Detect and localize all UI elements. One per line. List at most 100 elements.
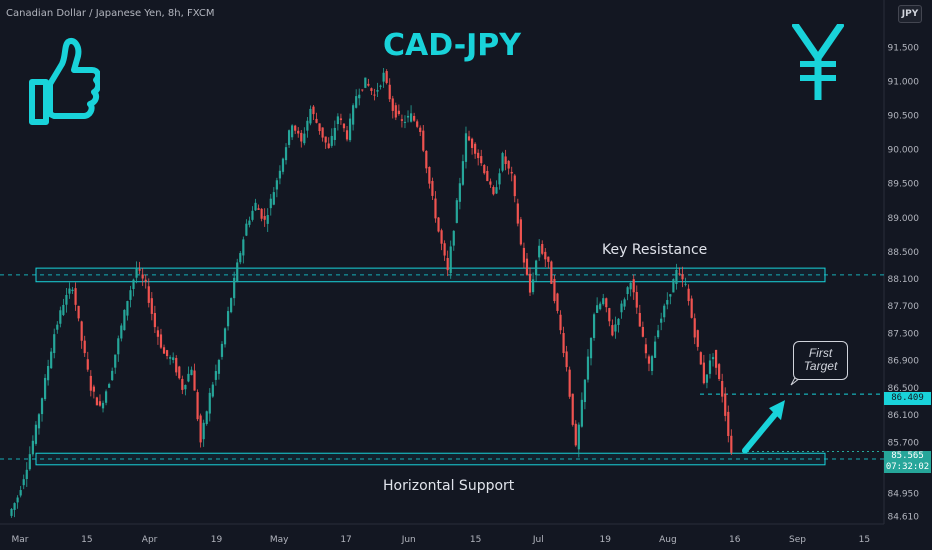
candle-body bbox=[287, 130, 291, 145]
candle-body bbox=[172, 357, 175, 360]
candle-body bbox=[74, 288, 77, 305]
candle-body bbox=[190, 369, 193, 376]
candle-body bbox=[724, 393, 727, 416]
candle-body bbox=[400, 119, 404, 121]
candle-body bbox=[370, 88, 373, 91]
symbol-description[interactable]: Canadian Dollar / Japanese Yen, 8h, FXCM bbox=[6, 8, 215, 19]
candle-body bbox=[431, 180, 434, 196]
candle-body bbox=[565, 351, 568, 368]
candle-body bbox=[306, 120, 309, 131]
candle-body bbox=[248, 220, 251, 225]
candle-body bbox=[141, 274, 144, 279]
time-axis-label: 15 bbox=[81, 535, 92, 545]
time-axis-label: 17 bbox=[340, 535, 351, 545]
candle-body bbox=[602, 298, 605, 305]
candle-body bbox=[397, 110, 400, 115]
candle-body bbox=[31, 440, 34, 455]
candle-body bbox=[147, 286, 150, 303]
candle-body bbox=[272, 192, 275, 205]
first-target-callout[interactable]: First Target bbox=[793, 341, 848, 380]
candle-body bbox=[321, 127, 324, 138]
candle-body bbox=[294, 125, 297, 131]
candle-body bbox=[71, 289, 74, 292]
candle-body bbox=[37, 414, 41, 429]
currency-badge[interactable]: JPY bbox=[898, 5, 922, 23]
time-axis-label: Jul bbox=[532, 535, 544, 545]
yen-icon bbox=[792, 24, 844, 100]
candle-body bbox=[108, 384, 111, 388]
candle-body bbox=[614, 324, 617, 332]
horizontal-support-label: Horizontal Support bbox=[383, 478, 515, 494]
candle-body bbox=[373, 94, 376, 96]
candle-body bbox=[678, 273, 681, 275]
candle-body bbox=[480, 156, 483, 164]
time-axis-label: 15 bbox=[470, 535, 481, 545]
candle-body bbox=[711, 357, 715, 360]
candle-body bbox=[681, 274, 684, 280]
candle-body bbox=[641, 326, 644, 337]
chart-title: CAD-JPY bbox=[383, 28, 522, 63]
candle-body bbox=[269, 198, 272, 209]
candle-body bbox=[626, 287, 629, 295]
candle-body bbox=[498, 173, 501, 185]
candle-body bbox=[120, 325, 123, 339]
candle-body bbox=[83, 340, 86, 354]
candle-body bbox=[727, 411, 730, 437]
candle-body bbox=[592, 314, 596, 338]
candle-body bbox=[376, 90, 379, 92]
candle-body bbox=[339, 118, 343, 121]
candle-body bbox=[608, 308, 611, 322]
price-axis-label: 85.700 bbox=[888, 438, 920, 448]
price-axis-label: 87.700 bbox=[888, 302, 920, 312]
candle-body bbox=[239, 253, 242, 263]
candle-body bbox=[693, 318, 696, 338]
candle-body bbox=[230, 298, 233, 313]
candle-body bbox=[104, 391, 108, 403]
price-axis-label: 84.950 bbox=[888, 489, 920, 499]
candle-body bbox=[312, 106, 315, 115]
key-resistance-label: Key Resistance bbox=[602, 242, 708, 258]
candle-body bbox=[428, 166, 431, 184]
candle-body bbox=[111, 370, 114, 381]
candle-body bbox=[385, 71, 388, 83]
candle-body bbox=[510, 171, 513, 174]
candle-body bbox=[596, 305, 599, 313]
candle-body bbox=[16, 497, 19, 503]
candle-body bbox=[705, 374, 709, 383]
candle-body bbox=[437, 217, 440, 232]
candle-body bbox=[126, 301, 129, 316]
zone-box bbox=[35, 452, 826, 466]
price-axis-label: 91.500 bbox=[888, 44, 920, 54]
target-price-badge: 86.409 bbox=[884, 392, 931, 405]
price-axis-label: 89.500 bbox=[888, 180, 920, 190]
candle-body bbox=[559, 314, 562, 331]
candle-body bbox=[721, 380, 724, 397]
candle-body bbox=[199, 415, 202, 443]
candle-body bbox=[629, 282, 632, 290]
candle-body bbox=[162, 347, 166, 354]
candle-body bbox=[101, 402, 105, 409]
candle-body bbox=[577, 424, 580, 450]
candle-body bbox=[388, 84, 391, 100]
candle-body bbox=[653, 341, 657, 358]
price-axis-label: 88.500 bbox=[888, 248, 920, 258]
candle-body bbox=[245, 223, 248, 236]
candle-body bbox=[379, 85, 382, 87]
candle-body bbox=[669, 294, 672, 297]
candle-body bbox=[159, 334, 163, 348]
candle-body bbox=[434, 198, 437, 219]
price-axis-label: 84.610 bbox=[888, 513, 920, 523]
candle-body bbox=[358, 94, 361, 99]
candle-body bbox=[89, 375, 92, 391]
candle-body bbox=[507, 160, 510, 169]
candle-body bbox=[504, 156, 507, 165]
candle-body bbox=[156, 330, 160, 337]
candle-body bbox=[43, 377, 47, 400]
candle-body bbox=[233, 277, 236, 299]
candle-body bbox=[184, 384, 187, 390]
candle-body bbox=[251, 210, 254, 220]
candle-body bbox=[464, 133, 468, 162]
candle-body bbox=[406, 115, 410, 118]
candle-body bbox=[440, 230, 443, 244]
